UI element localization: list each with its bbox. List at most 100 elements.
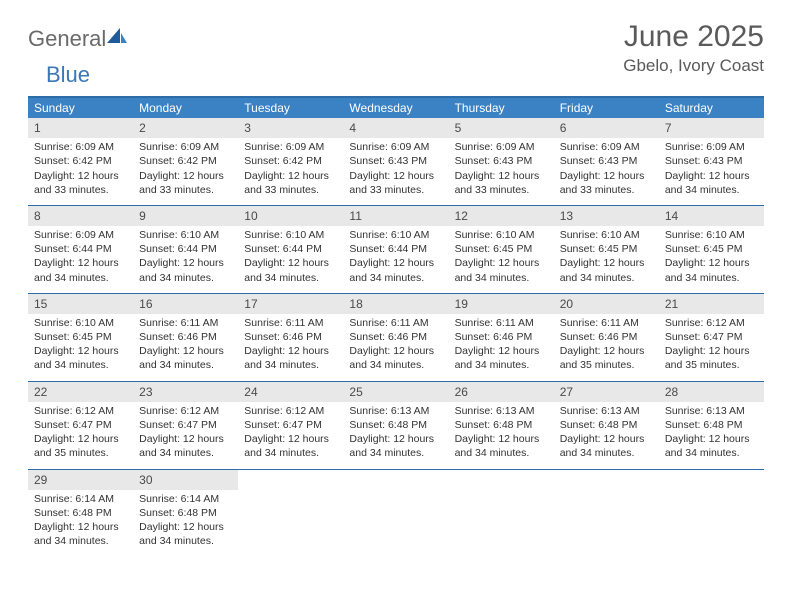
day-number: 27 [554,382,659,402]
calendar: SundayMondayTuesdayWednesdayThursdayFrid… [28,96,764,556]
day-number: 29 [28,470,133,490]
day-details: Sunrise: 6:14 AMSunset: 6:48 PMDaylight:… [28,492,133,549]
day-number: 13 [554,206,659,226]
day-cell: 10Sunrise: 6:10 AMSunset: 6:44 PMDayligh… [238,206,343,293]
day-number: 23 [133,382,238,402]
day-details: Sunrise: 6:10 AMSunset: 6:45 PMDaylight:… [28,316,133,373]
day-details: Sunrise: 6:10 AMSunset: 6:44 PMDaylight:… [343,228,448,285]
day-header: Friday [554,98,659,118]
day-number: 18 [343,294,448,314]
day-details: Sunrise: 6:11 AMSunset: 6:46 PMDaylight:… [133,316,238,373]
day-header: Sunday [28,98,133,118]
day-cell: 20Sunrise: 6:11 AMSunset: 6:46 PMDayligh… [554,294,659,381]
day-number: 9 [133,206,238,226]
day-header: Tuesday [238,98,343,118]
logo-sail-icon [107,26,127,52]
day-cell: 6Sunrise: 6:09 AMSunset: 6:43 PMDaylight… [554,118,659,205]
day-details: Sunrise: 6:13 AMSunset: 6:48 PMDaylight:… [554,404,659,461]
day-number: 15 [28,294,133,314]
day-cell [659,470,764,557]
day-cell [554,470,659,557]
day-number: 14 [659,206,764,226]
day-cell: 17Sunrise: 6:11 AMSunset: 6:46 PMDayligh… [238,294,343,381]
day-header: Thursday [449,98,554,118]
day-cell: 9Sunrise: 6:10 AMSunset: 6:44 PMDaylight… [133,206,238,293]
day-details: Sunrise: 6:14 AMSunset: 6:48 PMDaylight:… [133,492,238,549]
day-number: 8 [28,206,133,226]
day-cell: 21Sunrise: 6:12 AMSunset: 6:47 PMDayligh… [659,294,764,381]
logo-text-1: General [28,26,106,52]
day-details: Sunrise: 6:11 AMSunset: 6:46 PMDaylight:… [449,316,554,373]
day-details: Sunrise: 6:09 AMSunset: 6:43 PMDaylight:… [449,140,554,197]
day-details: Sunrise: 6:10 AMSunset: 6:45 PMDaylight:… [659,228,764,285]
week-row: 15Sunrise: 6:10 AMSunset: 6:45 PMDayligh… [28,294,764,382]
day-number: 28 [659,382,764,402]
day-number: 5 [449,118,554,138]
week-row: 29Sunrise: 6:14 AMSunset: 6:48 PMDayligh… [28,470,764,557]
day-cell: 25Sunrise: 6:13 AMSunset: 6:48 PMDayligh… [343,382,448,469]
day-number: 21 [659,294,764,314]
day-cell: 11Sunrise: 6:10 AMSunset: 6:44 PMDayligh… [343,206,448,293]
day-details: Sunrise: 6:09 AMSunset: 6:42 PMDaylight:… [238,140,343,197]
day-number: 22 [28,382,133,402]
day-cell: 13Sunrise: 6:10 AMSunset: 6:45 PMDayligh… [554,206,659,293]
day-number: 17 [238,294,343,314]
day-number: 3 [238,118,343,138]
day-number: 11 [343,206,448,226]
day-number: 4 [343,118,448,138]
day-details: Sunrise: 6:11 AMSunset: 6:46 PMDaylight:… [554,316,659,373]
day-details: Sunrise: 6:09 AMSunset: 6:44 PMDaylight:… [28,228,133,285]
day-details: Sunrise: 6:11 AMSunset: 6:46 PMDaylight:… [238,316,343,373]
day-cell: 27Sunrise: 6:13 AMSunset: 6:48 PMDayligh… [554,382,659,469]
day-cell: 4Sunrise: 6:09 AMSunset: 6:43 PMDaylight… [343,118,448,205]
day-details: Sunrise: 6:11 AMSunset: 6:46 PMDaylight:… [343,316,448,373]
logo-line2: Blue [28,62,764,88]
day-details: Sunrise: 6:10 AMSunset: 6:44 PMDaylight:… [238,228,343,285]
day-header: Monday [133,98,238,118]
day-cell: 29Sunrise: 6:14 AMSunset: 6:48 PMDayligh… [28,470,133,557]
day-number: 26 [449,382,554,402]
day-details: Sunrise: 6:12 AMSunset: 6:47 PMDaylight:… [133,404,238,461]
day-cell: 22Sunrise: 6:12 AMSunset: 6:47 PMDayligh… [28,382,133,469]
day-number: 10 [238,206,343,226]
day-details: Sunrise: 6:09 AMSunset: 6:43 PMDaylight:… [554,140,659,197]
day-details: Sunrise: 6:09 AMSunset: 6:43 PMDaylight:… [343,140,448,197]
day-number: 1 [28,118,133,138]
day-details: Sunrise: 6:12 AMSunset: 6:47 PMDaylight:… [238,404,343,461]
day-details: Sunrise: 6:13 AMSunset: 6:48 PMDaylight:… [343,404,448,461]
day-cell: 8Sunrise: 6:09 AMSunset: 6:44 PMDaylight… [28,206,133,293]
week-row: 22Sunrise: 6:12 AMSunset: 6:47 PMDayligh… [28,382,764,470]
day-details: Sunrise: 6:13 AMSunset: 6:48 PMDaylight:… [449,404,554,461]
day-cell: 1Sunrise: 6:09 AMSunset: 6:42 PMDaylight… [28,118,133,205]
day-details: Sunrise: 6:09 AMSunset: 6:42 PMDaylight:… [28,140,133,197]
day-header-row: SundayMondayTuesdayWednesdayThursdayFrid… [28,98,764,118]
day-cell [449,470,554,557]
day-cell: 14Sunrise: 6:10 AMSunset: 6:45 PMDayligh… [659,206,764,293]
day-number: 12 [449,206,554,226]
day-number: 24 [238,382,343,402]
day-cell: 5Sunrise: 6:09 AMSunset: 6:43 PMDaylight… [449,118,554,205]
day-cell: 28Sunrise: 6:13 AMSunset: 6:48 PMDayligh… [659,382,764,469]
day-cell: 15Sunrise: 6:10 AMSunset: 6:45 PMDayligh… [28,294,133,381]
day-header: Saturday [659,98,764,118]
day-cell: 16Sunrise: 6:11 AMSunset: 6:46 PMDayligh… [133,294,238,381]
day-cell: 24Sunrise: 6:12 AMSunset: 6:47 PMDayligh… [238,382,343,469]
day-cell: 19Sunrise: 6:11 AMSunset: 6:46 PMDayligh… [449,294,554,381]
day-cell: 26Sunrise: 6:13 AMSunset: 6:48 PMDayligh… [449,382,554,469]
day-cell: 23Sunrise: 6:12 AMSunset: 6:47 PMDayligh… [133,382,238,469]
day-cell: 3Sunrise: 6:09 AMSunset: 6:42 PMDaylight… [238,118,343,205]
day-details: Sunrise: 6:10 AMSunset: 6:44 PMDaylight:… [133,228,238,285]
day-cell [238,470,343,557]
week-row: 8Sunrise: 6:09 AMSunset: 6:44 PMDaylight… [28,206,764,294]
day-header: Wednesday [343,98,448,118]
day-cell: 18Sunrise: 6:11 AMSunset: 6:46 PMDayligh… [343,294,448,381]
day-details: Sunrise: 6:12 AMSunset: 6:47 PMDaylight:… [659,316,764,373]
day-details: Sunrise: 6:12 AMSunset: 6:47 PMDaylight:… [28,404,133,461]
day-number: 19 [449,294,554,314]
day-number: 16 [133,294,238,314]
day-details: Sunrise: 6:09 AMSunset: 6:43 PMDaylight:… [659,140,764,197]
day-details: Sunrise: 6:10 AMSunset: 6:45 PMDaylight:… [554,228,659,285]
day-details: Sunrise: 6:13 AMSunset: 6:48 PMDaylight:… [659,404,764,461]
day-number: 20 [554,294,659,314]
day-details: Sunrise: 6:09 AMSunset: 6:42 PMDaylight:… [133,140,238,197]
